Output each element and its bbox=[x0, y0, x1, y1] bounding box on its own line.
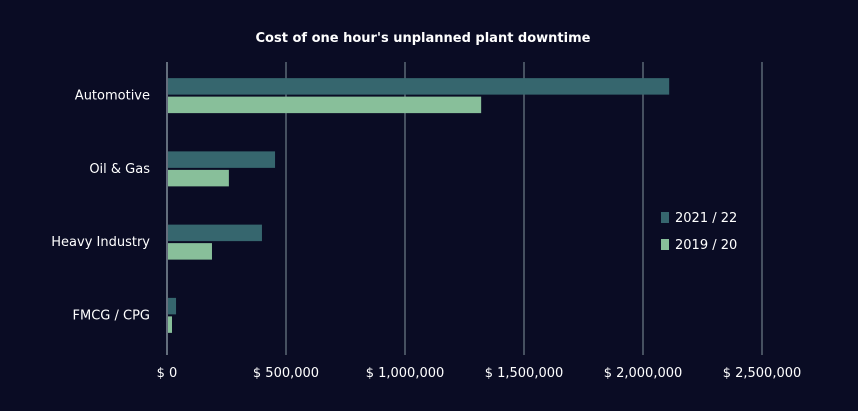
bar bbox=[168, 78, 670, 95]
legend-swatch bbox=[661, 212, 669, 223]
legend-label: 2021 / 22 bbox=[675, 211, 737, 226]
legend-swatch bbox=[661, 239, 669, 250]
x-tick-label: $ 2,000,000 bbox=[604, 366, 683, 381]
category-labels: Automotive Oil & Gas Heavy Industry FMCG / … bbox=[51, 89, 150, 324]
legend-label: 2019 / 20 bbox=[675, 238, 737, 253]
bar bbox=[168, 96, 482, 114]
category-label: Oil & Gas bbox=[89, 162, 150, 177]
legend: 2021 / 22 2019 / 20 bbox=[661, 211, 737, 253]
category-label: FMCG / CPG bbox=[73, 308, 150, 323]
bar bbox=[168, 224, 262, 242]
category-label: Heavy Industry bbox=[51, 235, 150, 250]
bar bbox=[168, 297, 177, 315]
x-tick-labels: $ 0 $ 500,000 $ 1,000,000 $ 1,500,000 $ 2,00… bbox=[157, 366, 802, 381]
x-tick-label: $ 0 bbox=[157, 366, 178, 381]
bars bbox=[168, 78, 670, 333]
category-label: Automotive bbox=[75, 89, 150, 104]
bar bbox=[168, 151, 276, 168]
x-tick-label: $ 1,000,000 bbox=[366, 366, 445, 381]
bar bbox=[168, 316, 172, 333]
chart-title: Cost of one hour's unplanned plant downt… bbox=[256, 31, 591, 46]
x-tick-label: $ 1,500,000 bbox=[485, 366, 564, 381]
bar bbox=[168, 243, 212, 260]
x-tick-label: $ 500,000 bbox=[253, 366, 319, 381]
x-tick-label: $ 2,500,000 bbox=[723, 366, 802, 381]
bar bbox=[168, 169, 229, 187]
